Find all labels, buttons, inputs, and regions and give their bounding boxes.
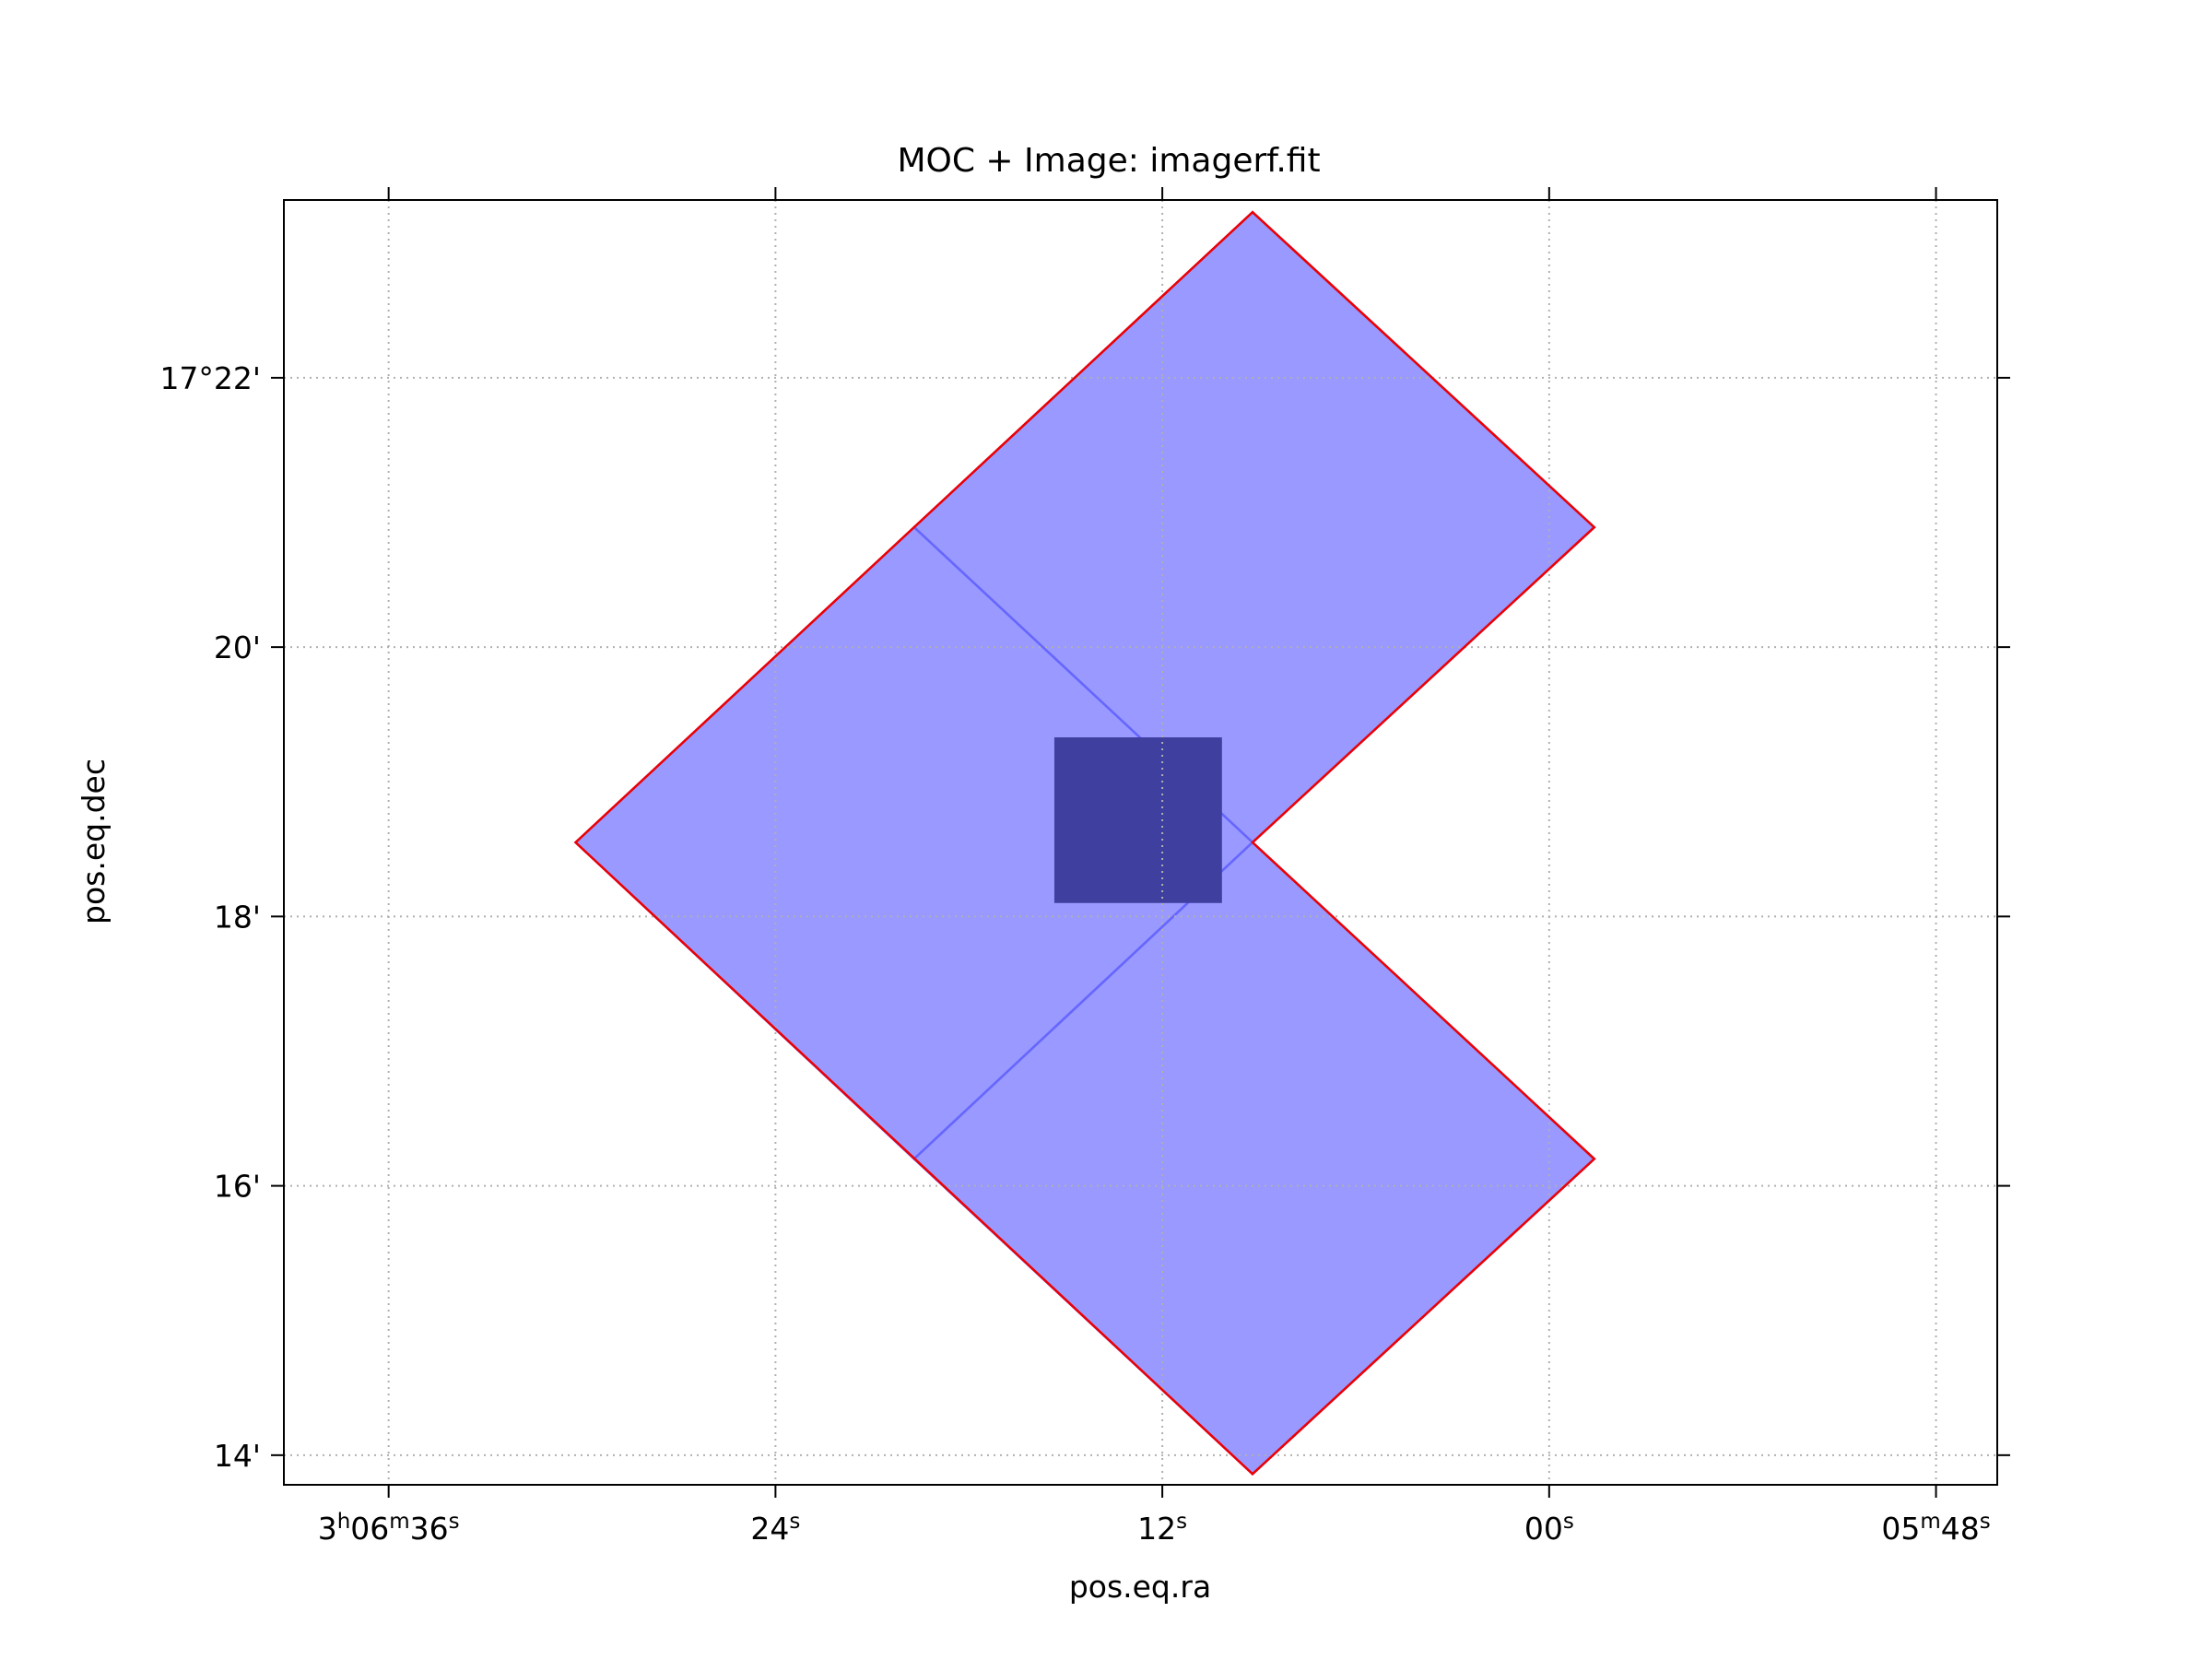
chart-title: MOC + Image: imagerf.fit [897,142,1320,180]
y-tick-label-1: 20' [214,629,261,665]
x-tick-label-1: 24s [750,1510,800,1547]
y-axis-ticks: 17°22' 20' 18' 16' 14' [159,360,2010,1474]
x-tick-label-4: 05m48s [1881,1510,1990,1547]
x-tick-label-3: 00s [1524,1510,1574,1547]
grid-lines [284,200,1997,1485]
x-axis-label: pos.eq.ra [1069,1569,1211,1605]
x-tick-label-0: 3h06m36s [318,1510,460,1547]
image-footprint [1053,737,1222,903]
image-footprint-rect [1053,737,1222,903]
x-axis-ticks: 3h06m36s 24s 12s 00s 05m48s [318,187,1991,1547]
x-tick-label-2: 12s [1137,1510,1187,1547]
y-axis-label: pos.eq.dec [76,759,112,924]
moc-outline [573,210,1596,1477]
y-tick-label-4: 14' [214,1438,261,1474]
y-tick-label-0: 17°22' [159,360,261,396]
moc-outline-path [573,210,1596,1477]
y-tick-label-2: 18' [214,899,261,935]
plot-frame [283,199,1998,1486]
y-tick-label-3: 16' [214,1169,261,1205]
